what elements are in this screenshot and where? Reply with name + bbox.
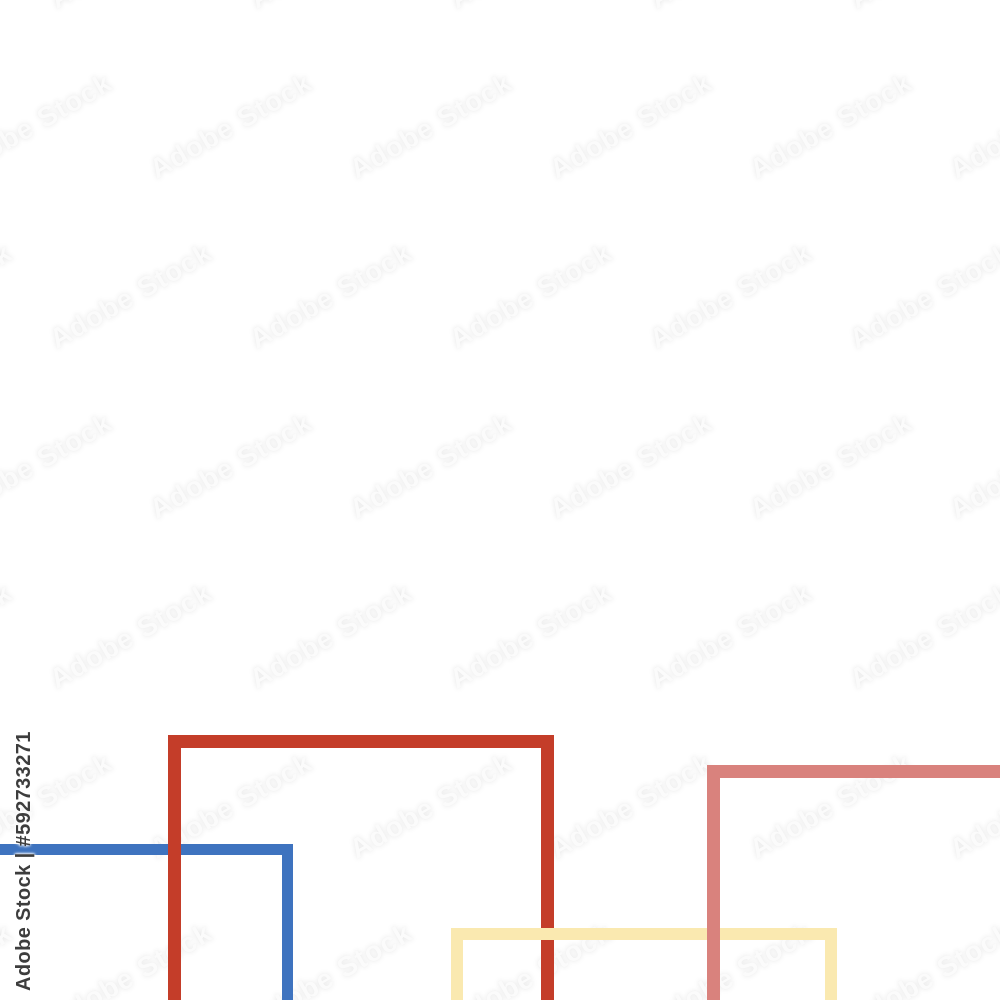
yellow-square-outline xyxy=(451,928,837,1000)
blue-square-outline xyxy=(0,844,293,1000)
pink-square-outline xyxy=(707,765,1000,1000)
stock-id-watermark: Adobe Stock | #592733271 xyxy=(13,731,35,991)
red-square-outline xyxy=(168,735,554,1000)
